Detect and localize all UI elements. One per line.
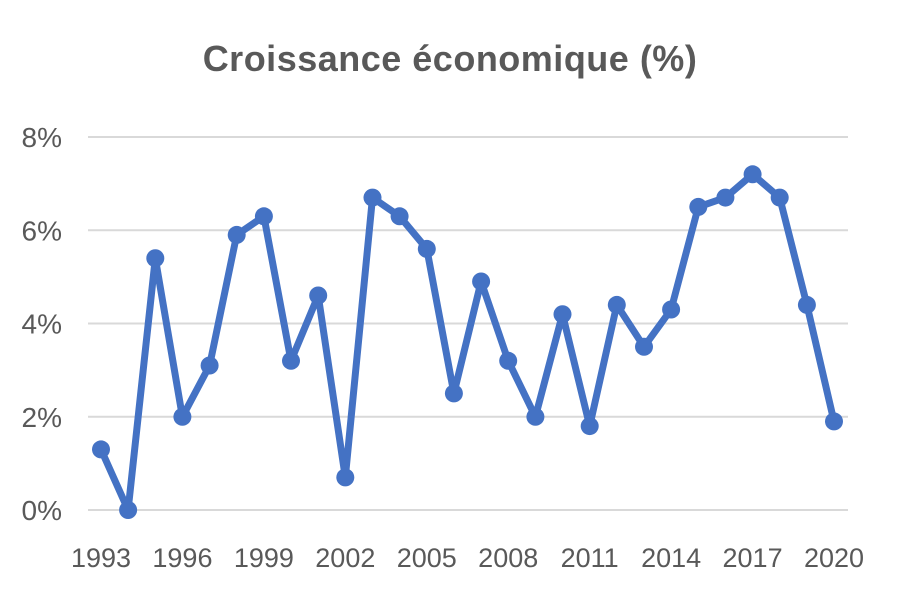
data-point-1994 xyxy=(119,501,138,519)
x-tick-label: 2014 xyxy=(641,543,701,573)
x-tick-label: 2017 xyxy=(723,543,783,573)
data-point-2017 xyxy=(743,165,762,184)
data-point-2004 xyxy=(390,207,409,226)
data-point-2001 xyxy=(309,286,328,305)
series-layer xyxy=(92,165,843,519)
data-point-1993 xyxy=(92,440,110,459)
data-point-2020 xyxy=(825,412,843,431)
data-point-2014 xyxy=(662,300,681,319)
y-tick-label: 2% xyxy=(22,402,62,433)
data-point-2005 xyxy=(417,239,436,258)
x-tick-label: 1993 xyxy=(71,543,131,573)
x-tick-label: 2002 xyxy=(315,543,375,573)
data-point-1998 xyxy=(227,225,246,244)
y-tick-label: 6% xyxy=(22,215,62,246)
data-point-2007 xyxy=(472,272,491,291)
x-tick-label: 2020 xyxy=(804,543,864,573)
data-point-2015 xyxy=(689,197,708,216)
data-point-1999 xyxy=(254,207,273,226)
data-point-2010 xyxy=(553,305,572,324)
data-point-2012 xyxy=(607,295,626,314)
data-point-2013 xyxy=(635,337,653,356)
data-point-2009 xyxy=(526,407,545,426)
y-tick-label: 8% xyxy=(22,122,62,153)
data-point-2018 xyxy=(770,188,789,207)
x-axis-ticks: 1993 1996 1999 2002 2005 2008 2011 2014 2017 2020 xyxy=(71,543,864,573)
x-tick-label: 1999 xyxy=(234,543,294,573)
x-tick-label: 2008 xyxy=(478,543,538,573)
data-point-2003 xyxy=(363,188,382,207)
x-tick-label: 2011 xyxy=(561,543,619,573)
x-tick-label: 1996 xyxy=(152,543,212,573)
data-point-2019 xyxy=(797,295,816,314)
data-point-2006 xyxy=(444,384,463,403)
y-tick-label: 0% xyxy=(22,495,62,526)
data-point-1995 xyxy=(146,249,165,268)
y-axis-ticks: 0% 2% 4% 6% 8% xyxy=(22,122,62,526)
data-point-2002 xyxy=(336,468,355,487)
y-tick-label: 4% xyxy=(22,309,62,340)
series-line-0 xyxy=(97,170,838,514)
data-point-2008 xyxy=(499,351,518,370)
chart-title: Croissance économique (%) xyxy=(202,38,698,79)
data-point-2016 xyxy=(716,188,735,207)
x-tick-label: 2005 xyxy=(397,543,457,573)
data-point-2011 xyxy=(580,417,599,436)
data-point-1997 xyxy=(200,356,219,375)
data-point-2000 xyxy=(282,351,300,370)
data-point-1996 xyxy=(173,407,192,426)
